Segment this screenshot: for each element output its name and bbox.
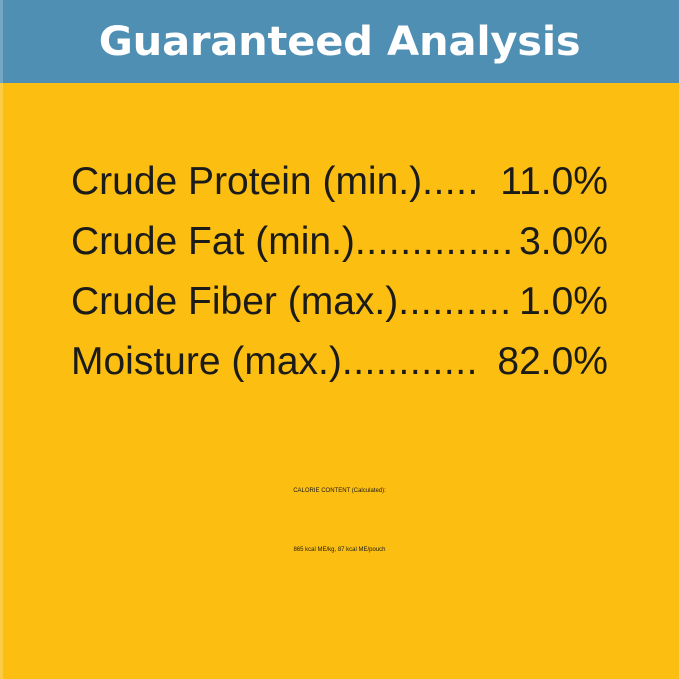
nutrient-name: Moisture (max.) <box>71 340 342 383</box>
leader-dots: ............ <box>341 340 478 383</box>
calorie-content-block: CALORIE CONTENT (Calculated): 865 kcal M… <box>0 462 679 580</box>
leader-dots: ..... <box>422 160 479 203</box>
nutrient-value: 1.0% <box>519 280 608 323</box>
header-band: Guaranteed Analysis <box>0 0 679 83</box>
nutrient-value: 82.0% <box>497 340 608 383</box>
nutrient-value: 3.0% <box>519 220 608 263</box>
guaranteed-analysis-list: Crude Protein (min.) ..... 11.0% Crude F… <box>71 152 608 392</box>
analysis-row: Crude Fat (min.) .............. 3.0% <box>71 212 608 272</box>
nutrient-value: 11.0% <box>500 160 608 203</box>
nutrient-name: Crude Protein (min.) <box>71 160 423 203</box>
calorie-content-values: 865 kcal ME/kg, 87 kcal ME/pouch <box>293 547 386 553</box>
calorie-content-heading: CALORIE CONTENT (Calculated): <box>293 488 386 494</box>
analysis-row: Moisture (max.) ............ 82.0% <box>71 332 608 392</box>
analysis-row: Crude Protein (min.) ..... 11.0% <box>71 152 608 212</box>
nutrient-name: Crude Fat (min.) <box>71 220 355 263</box>
leader-dots: .......... <box>398 280 512 323</box>
nutrient-name: Crude Fiber (max.) <box>71 280 399 323</box>
analysis-row: Crude Fiber (max.) .......... 1.0% <box>71 272 608 332</box>
leader-dots: .............. <box>354 220 514 263</box>
page-title: Guaranteed Analysis <box>98 18 581 65</box>
